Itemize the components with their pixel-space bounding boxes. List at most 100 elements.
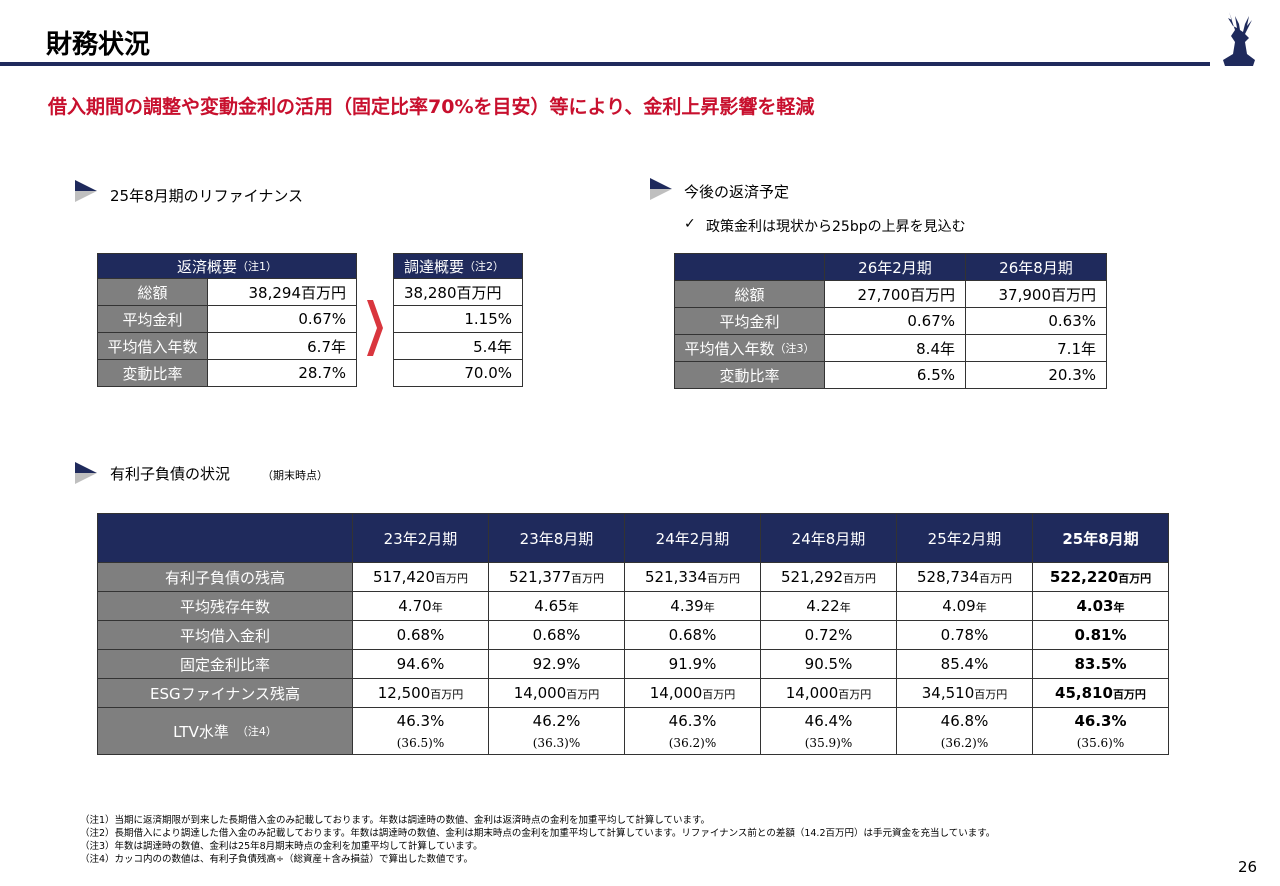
cell-value: 4.65 bbox=[534, 597, 568, 615]
cell-value: 14,000 bbox=[649, 684, 703, 702]
cell-value: 46.3 bbox=[668, 712, 703, 730]
table-cell: 517,420百万円 bbox=[352, 562, 489, 592]
cell-subline: (36.2)% bbox=[941, 736, 989, 750]
footnote: （注3）年数は調達時の数値、金利は25年8月期末時点の金利を加重平均して計算して… bbox=[80, 841, 483, 852]
cell-unit: 年 bbox=[431, 601, 443, 614]
cell-unit: 百万円 bbox=[702, 688, 736, 701]
row-note: （注4） bbox=[236, 725, 277, 738]
cell-subline: (35.6)% bbox=[1077, 736, 1125, 750]
table-cell: 521,292百万円 bbox=[760, 562, 897, 592]
table-cell: 4.22年 bbox=[760, 591, 897, 621]
section-heading: 有利子負債の状況 bbox=[110, 465, 231, 483]
cell-unit: 年 bbox=[703, 601, 715, 614]
cell-unit: 年 bbox=[975, 601, 987, 614]
cell-line: 92.9% bbox=[533, 655, 581, 673]
cell-value: 0.72 bbox=[804, 626, 839, 644]
cell-unit: % bbox=[566, 712, 581, 730]
row-label: 変動比率 bbox=[122, 364, 183, 383]
row-label: 固定金利比率 bbox=[179, 655, 270, 674]
table-cell: 24年8月期 bbox=[760, 513, 897, 563]
column-header: 25年2月期 bbox=[927, 529, 1002, 548]
bullet: 政策金利は現状から25bpの上昇を見込む bbox=[706, 219, 966, 235]
table-cell: 変動比率 bbox=[97, 359, 208, 387]
cell-value: 0.67% bbox=[907, 312, 955, 330]
cell-line: 0.78% bbox=[941, 626, 989, 644]
table-cell: 平均借入年数 bbox=[97, 332, 208, 360]
table-cell: 4.03年 bbox=[1032, 591, 1169, 621]
cell-unit: % bbox=[976, 736, 989, 750]
table-cell: 91.9% bbox=[624, 649, 761, 679]
header-text: 返済概要 bbox=[176, 257, 237, 276]
table-cell: 45,810百万円 bbox=[1032, 678, 1169, 708]
table-cell: 0.72% bbox=[760, 620, 897, 650]
table-cell: 0.67% bbox=[207, 305, 357, 333]
table-cell: 平均借入年数 （注3） bbox=[674, 334, 825, 362]
cell-unit: % bbox=[702, 626, 717, 644]
cell-value: 4.39 bbox=[670, 597, 704, 615]
table-cell: 0.78% bbox=[896, 620, 1033, 650]
cell-line: 94.6% bbox=[397, 655, 445, 673]
table-header bbox=[97, 513, 353, 563]
cell-line: 0.81% bbox=[1074, 626, 1126, 644]
cell-line: 0.68% bbox=[669, 626, 717, 644]
table-cell: 5.4年 bbox=[393, 332, 523, 360]
section-heading: 25年8月期のリファイナンス bbox=[110, 187, 304, 205]
cell-value: 4.70 bbox=[398, 597, 432, 615]
column-header: 26年2月期 bbox=[858, 258, 932, 277]
cell-unit: % bbox=[430, 712, 445, 730]
cell-line: 521,377百万円 bbox=[509, 568, 604, 586]
cell-unit: % bbox=[838, 626, 853, 644]
cell-line: 46.2% bbox=[533, 712, 581, 730]
cell-unit: 百万円 bbox=[707, 572, 741, 585]
cell-unit: % bbox=[430, 626, 445, 644]
table-cell: 6.5% bbox=[824, 361, 966, 389]
cell-value: 521,377 bbox=[508, 568, 572, 586]
cell-value: 5.4年 bbox=[473, 337, 512, 356]
cell-value: 38,280百万円 bbox=[404, 283, 502, 302]
cell-unit: % bbox=[432, 736, 445, 750]
cell-unit: 年 bbox=[567, 601, 579, 614]
table-cell: 92.9% bbox=[488, 649, 625, 679]
table-cell: 平均金利 bbox=[97, 305, 208, 333]
table-cell: 4.70年 bbox=[352, 591, 489, 621]
row-label: 有利子負債の残高 bbox=[164, 568, 285, 587]
subtitle: 借入期間の調整や変動金利の活用（固定比率70%を目安）等により、金利上昇影響を軽… bbox=[48, 96, 815, 118]
cell-line: 83.5% bbox=[1074, 655, 1126, 673]
cell-value: 6.5% bbox=[916, 366, 955, 384]
cell-unit: % bbox=[1111, 712, 1127, 730]
column-header: 23年8月期 bbox=[519, 529, 594, 548]
cell-value: 0.81 bbox=[1074, 626, 1112, 644]
table-cell: 521,334百万円 bbox=[624, 562, 761, 592]
table-cell: 70.0% bbox=[393, 359, 523, 387]
cell-unit: % bbox=[1111, 626, 1127, 644]
page-number: 26 bbox=[1238, 858, 1258, 876]
row-label: 総額 bbox=[734, 285, 765, 304]
table-cell: 26年2月期 bbox=[824, 253, 966, 281]
table-cell: 平均残存年数 bbox=[97, 591, 353, 621]
cell-unit: 年 bbox=[839, 601, 851, 614]
cell-value: 46.2 bbox=[532, 712, 567, 730]
cell-value: 7.1年 bbox=[1057, 339, 1096, 358]
cell-unit: 百万円 bbox=[566, 688, 600, 701]
row-label: 平均借入金利 bbox=[179, 626, 270, 645]
cell-subvalue: (36.5) bbox=[396, 736, 433, 750]
table-cell: 14,000百万円 bbox=[760, 678, 897, 708]
header-note: （注1） bbox=[237, 260, 277, 273]
cell-value: 0.78 bbox=[940, 626, 975, 644]
arrow bbox=[367, 300, 383, 356]
section-note: （期末時点） bbox=[262, 469, 328, 482]
cell-unit: 百万円 bbox=[838, 688, 872, 701]
table-cell: 46.3% (36.5)% bbox=[352, 707, 489, 755]
cell-subvalue: (36.2) bbox=[940, 736, 977, 750]
cell-value: 0.63% bbox=[1048, 312, 1096, 330]
cell-value: 85.4 bbox=[940, 655, 975, 673]
table-header: 調達概要 （注2） bbox=[393, 253, 523, 279]
cell-value: 0.68 bbox=[532, 626, 567, 644]
cell-value: 37,900百万円 bbox=[998, 285, 1097, 304]
cell-value: 90.5 bbox=[804, 655, 839, 673]
footnote: （注1）当期に返済期限が到来した長期借入金のみ記載しております。年数は調達時の数… bbox=[80, 815, 711, 826]
table-cell: 85.4% bbox=[896, 649, 1033, 679]
cell-value: 28.7% bbox=[298, 364, 346, 382]
table-cell: 0.81% bbox=[1032, 620, 1169, 650]
cell-line: 528,734百万円 bbox=[917, 568, 1012, 586]
